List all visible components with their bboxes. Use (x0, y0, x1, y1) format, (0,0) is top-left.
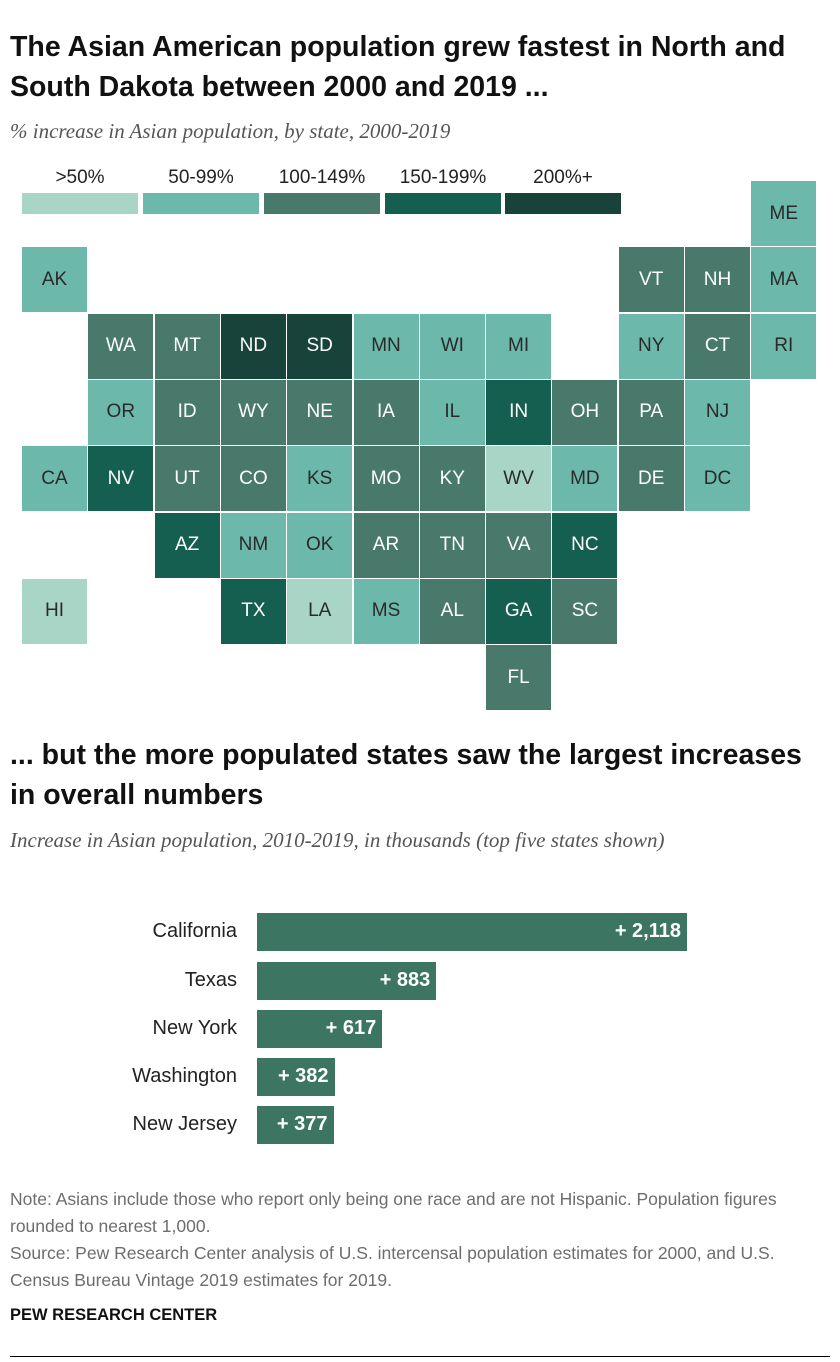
state-tile-co: CO (220, 446, 286, 512)
state-tile-ca: CA (22, 446, 87, 512)
bar-value-label: + 382 (277, 1065, 329, 1087)
state-tile-ak: AK (22, 247, 87, 313)
state-tile-nv: NV (88, 446, 154, 512)
state-tile-wa: WA (88, 313, 154, 379)
legend-label: 150-199% (399, 167, 487, 188)
bar-category-label: New Jersey (132, 1113, 237, 1135)
bar-new-york (257, 1010, 383, 1048)
bar-texas (257, 962, 437, 1000)
state-tile-tx: TX (220, 578, 286, 644)
bar-new-jersey (257, 1106, 334, 1144)
state-tile-nh: NH (685, 247, 750, 313)
bar-value-label: + 883 (379, 969, 431, 991)
state-tile-wy: WY (220, 379, 286, 445)
state-tile-al: AL (419, 578, 485, 644)
state-tile-md: MD (552, 446, 618, 512)
state-tile-ky: KY (419, 446, 485, 512)
state-tile-dc: DC (685, 446, 750, 512)
note-text: Note: Asians include those who report on… (10, 1189, 777, 1236)
bar-category-label: California (152, 920, 237, 942)
legend-swatch (143, 193, 259, 214)
state-tile-mt: MT (154, 313, 220, 379)
state-tile-ne: NE (287, 379, 353, 445)
legend-label: 100-149% (278, 167, 366, 188)
state-tile-pa: PA (618, 379, 684, 445)
map-title: The Asian American population grew faste… (10, 31, 786, 103)
state-tile-in: IN (486, 379, 552, 445)
state-tile-de: DE (618, 446, 684, 512)
state-tile-oh: OH (552, 379, 618, 445)
bar-chart-subtitle: Increase in Asian population, 2010-2019,… (10, 828, 665, 852)
state-tile-fl: FL (486, 645, 552, 711)
bar-value-label: + 2,118 (614, 920, 681, 942)
legend-label: >50% (55, 167, 105, 188)
legend-label: 50-99% (168, 167, 234, 188)
bar-category-label: Texas (184, 969, 237, 991)
state-tile-ri: RI (751, 313, 817, 379)
bar-value-label: + 617 (325, 1017, 377, 1039)
state-tile-va: VA (486, 512, 552, 578)
state-tile-hi: HI (22, 578, 87, 644)
state-tile-ms: MS (353, 578, 419, 644)
state-tile-mn: MN (353, 313, 419, 379)
bar-california (257, 913, 687, 951)
state-tile-mi: MI (486, 313, 552, 379)
bar-category-label: New York (152, 1017, 238, 1039)
state-tile-ia: IA (353, 379, 419, 445)
legend-swatch (22, 193, 138, 214)
state-tile-tn: TN (419, 512, 485, 578)
state-tile-nd: ND (220, 313, 286, 379)
state-tile-ma: MA (751, 247, 817, 313)
state-tile-ok: OK (287, 512, 353, 578)
state-tile-wv: WV (486, 446, 552, 512)
map-subtitle: % increase in Asian population, by state… (10, 119, 451, 143)
state-tile-ar: AR (353, 512, 419, 578)
bar-category-label: Washington (132, 1065, 237, 1087)
state-tile-sd: SD (287, 313, 353, 379)
state-tile-sc: SC (552, 578, 618, 644)
state-tile-vt: VT (618, 247, 684, 313)
state-tile-ut: UT (154, 446, 220, 512)
state-tile-ny: NY (618, 313, 684, 379)
bar-value-label: + 377 (276, 1113, 328, 1135)
bottom-rule (10, 1356, 830, 1357)
source-text: Source: Pew Research Center analysis of … (10, 1243, 775, 1290)
state-tile-il: IL (419, 379, 485, 445)
bar-washington (257, 1058, 335, 1096)
state-tile-or: OR (88, 379, 154, 445)
state-tile-wi: WI (419, 313, 485, 379)
bar-chart-title: ... but the more populated states saw th… (10, 739, 802, 811)
legend-swatch (385, 193, 501, 214)
state-tile-az: AZ (154, 512, 220, 578)
legend-swatch (264, 193, 380, 214)
state-tile-nj: NJ (685, 379, 750, 445)
legend-label: 200%+ (533, 167, 593, 188)
state-tile-mo: MO (353, 446, 419, 512)
state-tile-la: LA (287, 578, 353, 644)
state-tile-id: ID (154, 379, 220, 445)
pew-logo: PEW RESEARCH CENTER (10, 1306, 218, 1324)
state-tile-nm: NM (220, 512, 286, 578)
state-tile-ct: CT (685, 313, 750, 379)
state-tile-me: ME (751, 181, 817, 246)
state-tile-nc: NC (552, 512, 618, 578)
legend-swatch (505, 193, 621, 214)
state-tile-ga: GA (486, 578, 552, 644)
state-tile-ks: KS (287, 446, 353, 512)
